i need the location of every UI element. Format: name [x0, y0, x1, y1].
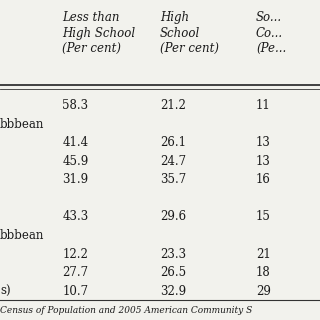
Text: 21.2: 21.2	[160, 99, 186, 112]
Text: 15: 15	[256, 211, 271, 223]
Text: 24.7: 24.7	[160, 155, 186, 168]
Text: bbbean: bbbean	[0, 118, 44, 131]
Text: bbbean: bbbean	[0, 229, 44, 242]
Text: 45.9: 45.9	[62, 155, 89, 168]
Text: 32.9: 32.9	[160, 285, 186, 298]
Text: So...
Co...
(Pe...: So... Co... (Pe...	[256, 11, 286, 55]
Text: 21: 21	[256, 248, 271, 260]
Text: Census of Population and 2005 American Community S: Census of Population and 2005 American C…	[0, 306, 252, 315]
Text: 26.5: 26.5	[160, 266, 186, 279]
Text: Less than
High School
(Per cent): Less than High School (Per cent)	[62, 11, 136, 55]
Text: 26.1: 26.1	[160, 136, 186, 149]
Text: s): s)	[0, 285, 11, 298]
Text: 11: 11	[256, 99, 271, 112]
Text: High
School
(Per cent): High School (Per cent)	[160, 11, 219, 55]
Text: 58.3: 58.3	[62, 99, 89, 112]
Text: 41.4: 41.4	[62, 136, 89, 149]
Text: 10.7: 10.7	[62, 285, 89, 298]
Text: 12.2: 12.2	[62, 248, 88, 260]
Text: 13: 13	[256, 155, 271, 168]
Text: 27.7: 27.7	[62, 266, 89, 279]
Text: 18: 18	[256, 266, 271, 279]
Text: 23.3: 23.3	[160, 248, 186, 260]
Text: 35.7: 35.7	[160, 173, 186, 186]
Text: 29: 29	[256, 285, 271, 298]
Text: 43.3: 43.3	[62, 211, 89, 223]
Text: 29.6: 29.6	[160, 211, 186, 223]
Text: 31.9: 31.9	[62, 173, 89, 186]
Text: 16: 16	[256, 173, 271, 186]
Text: 13: 13	[256, 136, 271, 149]
